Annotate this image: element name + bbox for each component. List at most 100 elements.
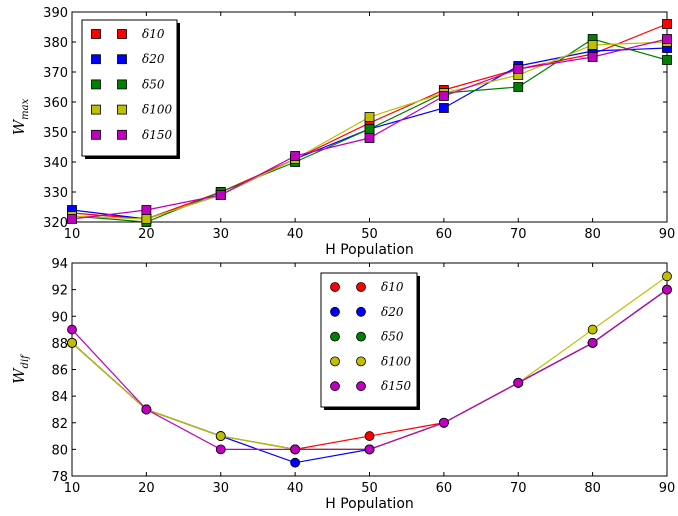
y-tick-label: 320 bbox=[43, 216, 68, 231]
legend-marker bbox=[356, 381, 366, 392]
legend-marker bbox=[117, 129, 127, 140]
data-point bbox=[364, 124, 375, 134]
legend-marker bbox=[330, 356, 340, 367]
y-tick-label: 330 bbox=[43, 186, 68, 201]
x-axis-label: H Population bbox=[325, 496, 414, 512]
data-point bbox=[438, 417, 449, 428]
legend-label: δ100 bbox=[381, 354, 411, 368]
y-tick-label: 94 bbox=[51, 257, 68, 272]
data-point bbox=[67, 324, 77, 335]
legend-label: δ10 bbox=[142, 27, 165, 41]
y-tick-label: 86 bbox=[51, 364, 68, 379]
legend-label: δ50 bbox=[142, 77, 165, 91]
data-point bbox=[662, 284, 672, 295]
data-point bbox=[438, 103, 449, 113]
legend-marker bbox=[356, 282, 366, 292]
x-tick-label: 30 bbox=[212, 227, 229, 242]
legend-marker bbox=[117, 104, 127, 115]
y-tick-label: 90 bbox=[51, 310, 68, 325]
legend-label: δ10 bbox=[381, 280, 404, 294]
data-point bbox=[587, 52, 598, 62]
legend-entry: δ100 bbox=[330, 354, 411, 368]
series-5 bbox=[67, 34, 672, 224]
chart-panel-2: 10 20 30 40 50 60 70 80 90 78 80 82 84 86 88 90 92 94 H Po… bbox=[10, 257, 675, 512]
data-point bbox=[141, 214, 152, 224]
y-tick-label: 92 bbox=[51, 284, 68, 299]
legend-entry: δ20 bbox=[91, 52, 165, 66]
legend-marker bbox=[356, 306, 366, 317]
legend-marker bbox=[356, 356, 366, 367]
x-tick-label: 50 bbox=[361, 227, 378, 242]
legend-entry: δ100 bbox=[91, 103, 172, 117]
x-tick-label: 10 bbox=[64, 227, 81, 242]
x-axis-label: H Population bbox=[325, 242, 414, 258]
y-tick-label: 360 bbox=[43, 96, 68, 111]
data-point bbox=[364, 133, 375, 143]
legend-entry: δ150 bbox=[330, 379, 411, 393]
x-tick-label: 80 bbox=[584, 227, 601, 242]
x-tick-label: 70 bbox=[510, 481, 527, 496]
x-tick-label: 60 bbox=[436, 227, 453, 242]
data-point bbox=[587, 337, 598, 348]
data-point bbox=[513, 64, 524, 74]
data-point bbox=[662, 271, 672, 282]
data-point bbox=[67, 337, 77, 348]
legend-marker bbox=[91, 54, 101, 65]
legend-marker bbox=[330, 381, 340, 392]
data-point bbox=[662, 55, 672, 65]
x-tick-label: 80 bbox=[584, 481, 601, 496]
data-point bbox=[290, 151, 301, 161]
legend-entry: δ50 bbox=[330, 330, 404, 344]
legend-entry: δ150 bbox=[91, 128, 172, 142]
legend-marker bbox=[330, 331, 340, 342]
chart-panel-1: 10 20 30 40 50 60 70 80 90 320 330 340 350 360 370 380 3… bbox=[10, 6, 675, 258]
x-tick-label: 10 bbox=[64, 481, 81, 496]
x-tick-label: 70 bbox=[510, 227, 527, 242]
data-point bbox=[587, 324, 598, 335]
data-point bbox=[438, 91, 449, 101]
legend-marker bbox=[117, 54, 127, 65]
data-point bbox=[290, 444, 301, 455]
data-point bbox=[215, 431, 226, 441]
y-tick-label: 80 bbox=[51, 443, 68, 458]
y-tick-label: 84 bbox=[51, 390, 68, 405]
y-tick-label: 380 bbox=[43, 36, 68, 51]
x-tick-label: 20 bbox=[138, 227, 155, 242]
x-tick-label: 20 bbox=[138, 481, 155, 496]
data-point bbox=[364, 431, 375, 441]
x-tick-label: 90 bbox=[659, 481, 676, 496]
data-point bbox=[215, 444, 226, 455]
legend-marker bbox=[356, 331, 366, 342]
y-tick-label: 78 bbox=[51, 470, 68, 485]
data-point bbox=[141, 404, 152, 415]
legend-marker bbox=[330, 306, 340, 317]
x-tick-label: 90 bbox=[659, 227, 676, 242]
legend-marker bbox=[91, 29, 101, 39]
legend-entry: δ20 bbox=[330, 305, 404, 319]
y-tick-label: 350 bbox=[43, 126, 68, 141]
x-tick-label: 60 bbox=[436, 481, 453, 496]
data-point bbox=[67, 214, 77, 224]
legend-label: δ20 bbox=[381, 305, 404, 319]
y-tick-label: 88 bbox=[51, 337, 68, 352]
x-tick-label: 50 bbox=[361, 481, 378, 496]
legend-marker bbox=[91, 79, 101, 90]
y-tick-label: 390 bbox=[43, 6, 68, 21]
data-point bbox=[215, 190, 226, 200]
x-tick-label: 30 bbox=[212, 481, 229, 496]
legend-entry: δ50 bbox=[91, 77, 165, 91]
data-point bbox=[662, 34, 672, 44]
legend-marker bbox=[91, 129, 101, 140]
legend-label: δ50 bbox=[381, 330, 404, 344]
legend: δ10 δ20 δ50 δ100 δ150 bbox=[81, 19, 180, 159]
data-point bbox=[587, 40, 598, 50]
legend-label: δ100 bbox=[142, 103, 172, 117]
data-point bbox=[662, 19, 672, 29]
data-point bbox=[513, 377, 524, 388]
legend-entry: δ10 bbox=[330, 280, 404, 294]
legend: δ10 δ20 δ50 δ100 δ150 bbox=[320, 272, 420, 410]
y-tick-label: 370 bbox=[43, 66, 68, 81]
legend-label: δ20 bbox=[142, 52, 165, 66]
data-point bbox=[364, 112, 375, 122]
